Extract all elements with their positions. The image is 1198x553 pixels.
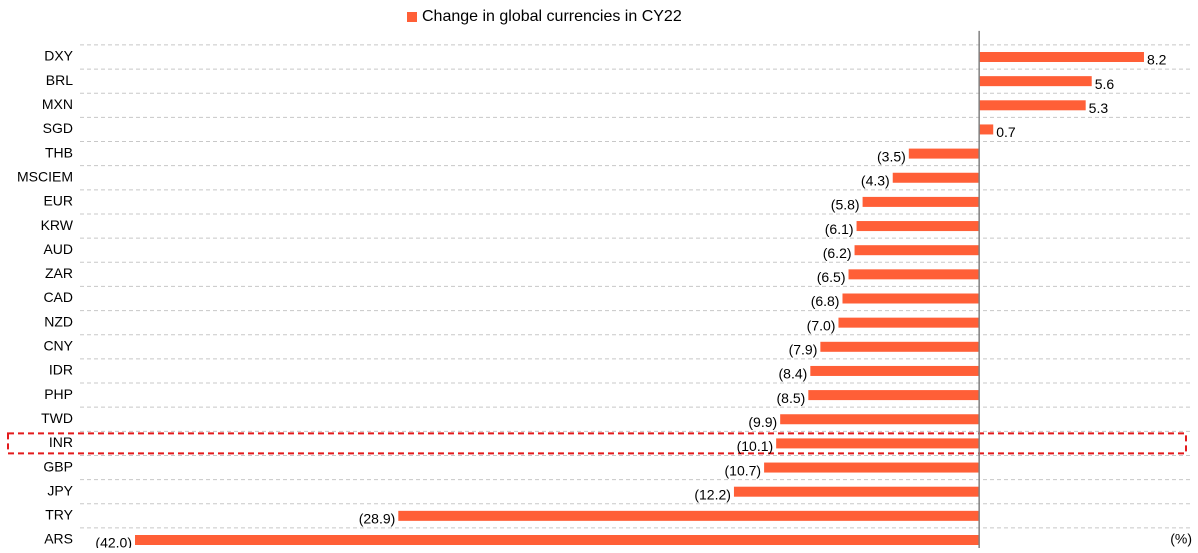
bar: [733, 486, 980, 497]
y-tick-label: INR: [49, 434, 73, 450]
y-tick-label: CNY: [43, 338, 73, 354]
data-label: (5.8): [831, 197, 860, 213]
data-label: (7.9): [789, 342, 818, 358]
bar: [776, 438, 980, 449]
data-label: 0.7: [996, 124, 1016, 140]
bar: [810, 365, 980, 376]
y-tick-label: NZD: [44, 313, 73, 329]
y-tick-label: PHP: [44, 386, 73, 402]
data-label: (9.9): [748, 414, 777, 430]
y-tick-label: CAD: [43, 289, 73, 305]
data-label: (8.5): [777, 390, 806, 406]
y-tick-label: THB: [45, 144, 73, 160]
y-tick-label: SGD: [43, 120, 73, 136]
bar: [842, 293, 980, 304]
y-tick-label: MXN: [42, 96, 73, 112]
data-label: (8.4): [779, 366, 808, 382]
bar: [979, 100, 1086, 111]
bar: [135, 535, 980, 545]
data-label: (4.3): [861, 172, 890, 188]
data-label: (12.2): [694, 486, 731, 502]
data-label: 8.2: [1147, 52, 1167, 68]
data-label: (28.9): [359, 511, 396, 527]
y-tick-label: KRW: [41, 217, 74, 233]
bar: [908, 148, 980, 159]
bar: [892, 172, 980, 183]
y-tick-label: GBP: [43, 458, 73, 474]
bar: [979, 52, 1144, 62]
data-label: (7.0): [807, 317, 836, 333]
bar: [856, 221, 980, 232]
data-label: (6.8): [811, 293, 840, 309]
y-tick-label: TWD: [41, 410, 73, 426]
y-tick-label: TRY: [45, 507, 73, 523]
y-tick-label: EUR: [43, 193, 73, 209]
y-tick-label: MSCIEM: [17, 168, 73, 184]
legend-swatch: [407, 12, 417, 22]
data-label: (6.5): [817, 269, 846, 285]
y-tick-label: ZAR: [45, 265, 73, 281]
y-tick-label: ARS: [44, 531, 73, 547]
y-tick-label: DXY: [44, 48, 73, 64]
y-tick-label: BRL: [46, 72, 73, 88]
data-label: (6.2): [823, 245, 852, 261]
bar: [854, 245, 980, 256]
bar: [764, 462, 980, 473]
highlight-box: [7, 432, 1187, 455]
data-label: (10.1): [737, 438, 774, 454]
data-label: (6.1): [825, 221, 854, 237]
bar: [808, 390, 980, 401]
data-label: (10.7): [725, 462, 762, 478]
data-label: 5.3: [1089, 100, 1109, 116]
bar: [398, 510, 980, 521]
bar: [848, 269, 980, 280]
y-tick-label: IDR: [49, 362, 73, 378]
data-label: (42.0): [95, 535, 132, 548]
legend-label: Change in global currencies in CY22: [422, 8, 682, 25]
bar: [820, 341, 980, 352]
unit-label: (%): [1170, 531, 1192, 547]
data-label: (3.5): [877, 148, 906, 164]
bar: [979, 76, 1092, 87]
data-label: 5.6: [1095, 76, 1115, 92]
bar: [780, 414, 980, 425]
bar: [979, 124, 994, 135]
bar: [838, 317, 980, 328]
y-tick-label: JPY: [47, 482, 73, 498]
bar: [862, 196, 980, 207]
y-tick-label: AUD: [43, 241, 73, 257]
